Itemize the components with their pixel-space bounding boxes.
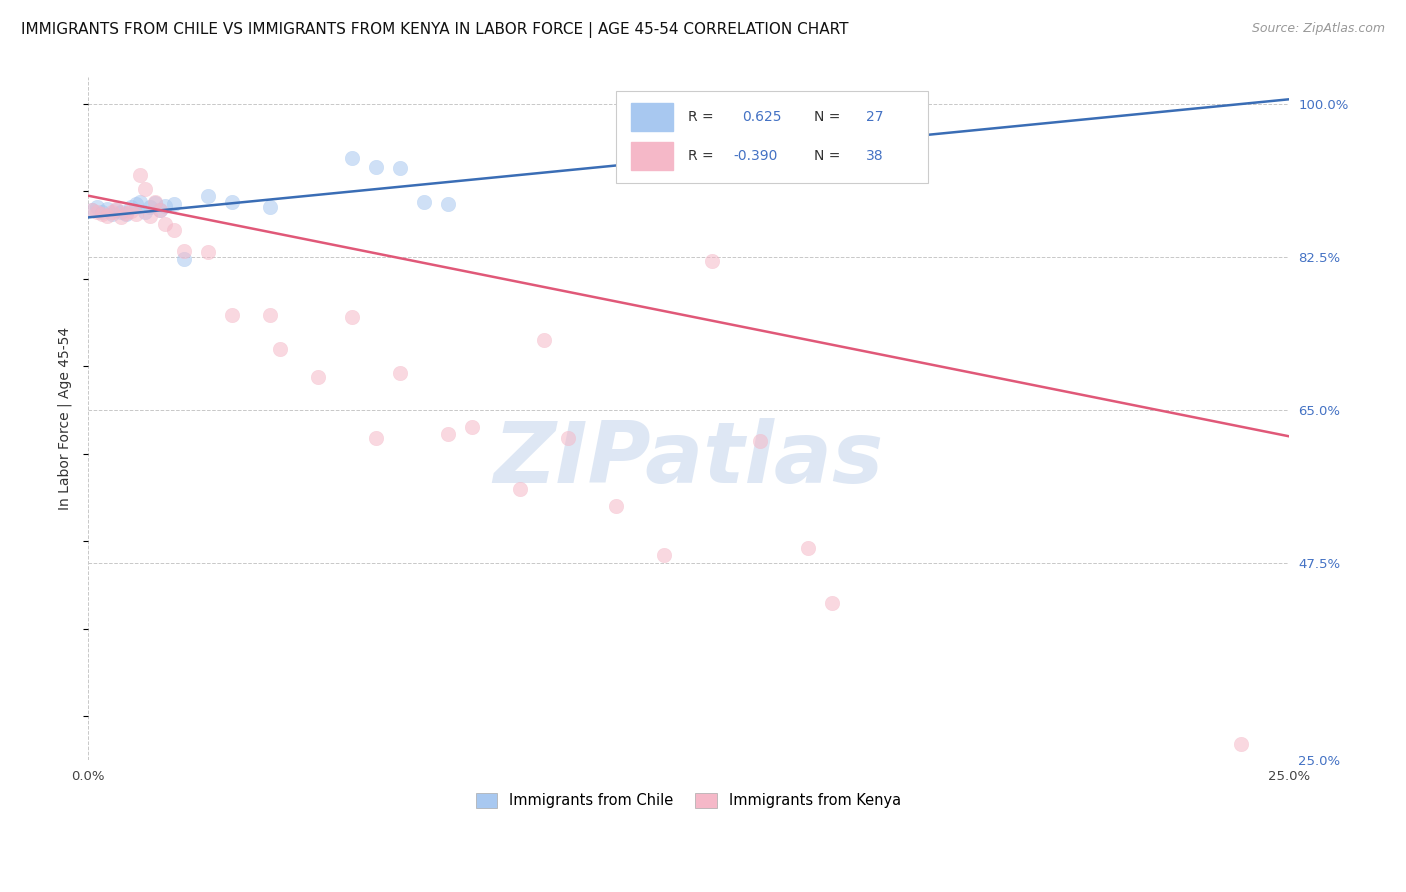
Point [173, 244, 195, 258]
Point [533, 333, 555, 347]
Point [153, 218, 176, 232]
Point [364, 160, 387, 174]
FancyBboxPatch shape [616, 91, 928, 183]
Point [221, 309, 243, 323]
Text: ZIPatlas: ZIPatlas [494, 418, 883, 501]
Point [437, 197, 460, 211]
Point [797, 541, 820, 556]
Point [86, 205, 108, 219]
Point [149, 203, 172, 218]
Text: 38: 38 [866, 149, 883, 163]
Text: IMMIGRANTS FROM CHILE VS IMMIGRANTS FROM KENYA IN LABOR FORCE | AGE 45-54 CORREL: IMMIGRANTS FROM CHILE VS IMMIGRANTS FROM… [21, 22, 849, 38]
Point [96, 209, 118, 223]
Point [388, 366, 411, 380]
Point [149, 203, 172, 218]
Point [110, 205, 132, 219]
Point [388, 161, 411, 175]
Point [129, 169, 152, 183]
Point [197, 188, 219, 202]
Text: -0.390: -0.390 [734, 149, 778, 163]
Point [307, 369, 329, 384]
Point [96, 202, 118, 216]
Point [134, 205, 156, 219]
Point [105, 202, 128, 216]
Point [413, 194, 436, 209]
Point [82, 203, 104, 218]
Point [702, 254, 724, 268]
Text: R =: R = [688, 110, 718, 124]
Point [105, 202, 128, 217]
Point [139, 209, 162, 223]
Point [173, 252, 195, 267]
Point [364, 431, 387, 445]
Point [340, 310, 363, 325]
Point [509, 482, 531, 496]
Point [86, 200, 108, 214]
Point [100, 205, 122, 219]
Point [120, 200, 142, 214]
Point [197, 245, 219, 260]
Point [100, 207, 122, 221]
Point [259, 200, 281, 214]
Point [115, 206, 138, 220]
Point [461, 420, 484, 434]
Point [139, 200, 162, 214]
Text: 27: 27 [866, 110, 883, 124]
Point [91, 207, 114, 221]
Point [1229, 737, 1251, 751]
Point [163, 223, 186, 237]
Y-axis label: In Labor Force | Age 45-54: In Labor Force | Age 45-54 [58, 327, 72, 510]
Point [845, 105, 868, 120]
Text: N =: N = [814, 110, 845, 124]
Point [153, 199, 176, 213]
Bar [630, 103, 672, 131]
Text: 0.625: 0.625 [742, 110, 782, 124]
Point [437, 427, 460, 442]
Text: Source: ZipAtlas.com: Source: ZipAtlas.com [1251, 22, 1385, 36]
Point [125, 207, 148, 221]
Point [605, 500, 627, 514]
Point [115, 207, 138, 221]
Point [557, 431, 579, 445]
Point [259, 309, 281, 323]
Point [143, 196, 166, 211]
Bar [630, 142, 672, 170]
Point [821, 595, 844, 609]
Point [143, 194, 166, 209]
Point [269, 342, 291, 356]
Point [120, 204, 142, 219]
Text: N =: N = [814, 149, 845, 163]
Point [91, 205, 114, 219]
Point [110, 211, 132, 225]
Point [82, 203, 104, 218]
Point [340, 151, 363, 165]
Point [125, 197, 148, 211]
Point [652, 548, 675, 562]
Point [163, 197, 186, 211]
Point [221, 194, 243, 209]
Legend: Immigrants from Chile, Immigrants from Kenya: Immigrants from Chile, Immigrants from K… [470, 787, 907, 814]
Point [129, 194, 152, 209]
Text: R =: R = [688, 149, 718, 163]
Point [134, 182, 156, 196]
Point [749, 434, 772, 449]
